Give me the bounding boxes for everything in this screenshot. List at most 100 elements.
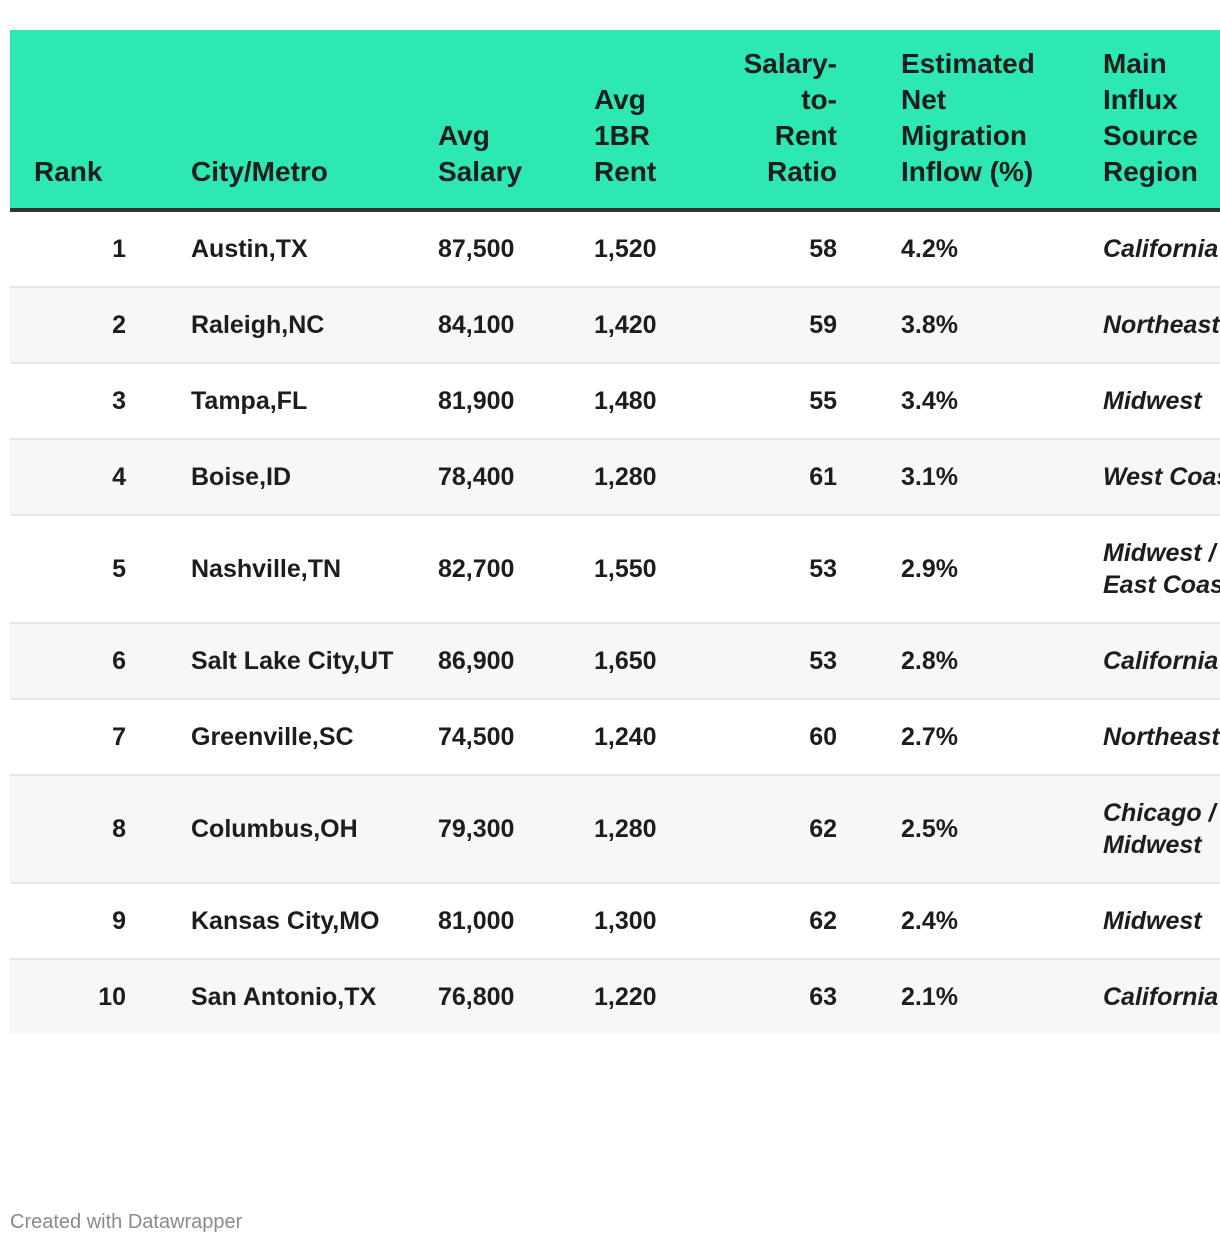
table-header: Rank City/Metro Avg Salary Avg 1BR Rent … bbox=[10, 30, 1220, 210]
cell-migration: 2.5% bbox=[901, 815, 958, 843]
cell-source: Northeast bbox=[1103, 311, 1220, 339]
cell-ratio: 53 bbox=[809, 555, 837, 583]
cell-spacer bbox=[837, 363, 901, 439]
cell-city: Greenville,SC bbox=[191, 723, 354, 751]
table-row: 2 Raleigh,NC 84,100 1,420 59 3.8% Northeast bbox=[10, 287, 1220, 363]
cell-rent: 1,520 bbox=[594, 235, 657, 263]
table-row: 5 Nashville,TN 82,700 1,550 53 2.9% Midwest / … bbox=[10, 515, 1220, 623]
cell-migration: 2.1% bbox=[901, 983, 958, 1011]
footer-credit[interactable]: Created with Datawrapper bbox=[10, 1211, 243, 1233]
header-salary[interactable]: Avg Salary bbox=[438, 30, 594, 210]
cell-spacer bbox=[837, 287, 901, 363]
header-spacer bbox=[837, 30, 901, 210]
cell-ratio: 60 bbox=[809, 723, 837, 751]
header-city[interactable]: City/Metro bbox=[191, 30, 438, 210]
cell-source: California bbox=[1103, 647, 1219, 675]
header-salary-line: Salary bbox=[438, 156, 523, 187]
cell-city: San Antonio,TX bbox=[191, 983, 377, 1011]
header-source[interactable]: Main Influx Source Region bbox=[1103, 30, 1220, 210]
cell-salary: 81,900 bbox=[438, 387, 515, 415]
header-migration-line: Net bbox=[901, 84, 947, 115]
cell-ratio: 53 bbox=[809, 647, 837, 675]
cell-city: Austin,TX bbox=[191, 235, 308, 263]
cell-spacer bbox=[837, 959, 901, 1034]
header-rent-line: Rent bbox=[594, 156, 657, 187]
cell-salary: 82,700 bbox=[438, 555, 515, 583]
header-source-line: Region bbox=[1103, 156, 1198, 187]
cell-ratio: 58 bbox=[809, 235, 837, 263]
cell-rank-value: 2 bbox=[112, 311, 126, 339]
cell-migration: 2.8% bbox=[901, 647, 958, 675]
cell-source: California bbox=[1103, 235, 1219, 263]
cell-migration: 3.8% bbox=[901, 311, 958, 339]
header-rent-line: Avg bbox=[594, 84, 646, 115]
cell-rank-value: 6 bbox=[112, 647, 126, 675]
cell-spacer bbox=[837, 515, 901, 623]
cell-rank: 10 bbox=[10, 959, 191, 1034]
cell-spacer bbox=[837, 210, 901, 287]
cell-city: Salt Lake City,UT bbox=[191, 647, 394, 675]
cell-source: Northeast bbox=[1103, 723, 1220, 751]
cell-salary: 86,900 bbox=[438, 647, 515, 675]
header-rent[interactable]: Avg 1BR Rent bbox=[594, 30, 707, 210]
cell-rent: 1,550 bbox=[594, 555, 657, 583]
header-source-line: Main bbox=[1103, 48, 1167, 79]
cell-salary: 74,500 bbox=[438, 723, 515, 751]
table-row: 6 Salt Lake City,UT 86,900 1,650 53 2.8% Calif… bbox=[10, 623, 1220, 699]
header-row: Rank City/Metro Avg Salary Avg 1BR Rent … bbox=[10, 30, 1220, 210]
cell-rank: 3 bbox=[10, 363, 191, 439]
cell-ratio: 61 bbox=[809, 463, 837, 491]
cell-rank: 1 bbox=[10, 210, 191, 287]
cell-rank: 9 bbox=[10, 883, 191, 959]
cell-rank-value: 7 bbox=[112, 723, 126, 751]
cell-rank-value: 10 bbox=[98, 983, 126, 1011]
header-rank[interactable]: Rank bbox=[10, 30, 191, 210]
table-row: 8 Columbus,OH 79,300 1,280 62 2.5% Chicago / M… bbox=[10, 775, 1220, 883]
cell-spacer bbox=[837, 699, 901, 775]
table-body: 1 Austin,TX 87,500 1,520 58 4.2% California 2 Ra… bbox=[10, 210, 1220, 1034]
cell-salary: 79,300 bbox=[438, 815, 515, 843]
header-source-line: Influx bbox=[1103, 84, 1178, 115]
cell-rank-value: 5 bbox=[112, 555, 126, 583]
cell-rank-value: 8 bbox=[112, 815, 126, 843]
cell-rank-value: 1 bbox=[112, 235, 126, 263]
cell-rank: 8 bbox=[10, 775, 191, 883]
cell-ratio: 62 bbox=[809, 815, 837, 843]
cell-source: Midwest bbox=[1103, 387, 1202, 415]
cell-city: Tampa,FL bbox=[191, 387, 308, 415]
header-migration[interactable]: Estimated Net Migration Inflow (%) bbox=[901, 30, 1103, 210]
cell-migration: 2.9% bbox=[901, 555, 958, 583]
cell-rank-value: 9 bbox=[112, 907, 126, 935]
cell-rank: 5 bbox=[10, 515, 191, 623]
header-ratio-line: Ratio bbox=[767, 156, 837, 187]
cell-salary: 76,800 bbox=[438, 983, 515, 1011]
cell-salary: 81,000 bbox=[438, 907, 515, 935]
header-migration-line: Inflow (%) bbox=[901, 156, 1034, 187]
header-salary-line: Avg bbox=[438, 120, 490, 151]
cell-rank: 6 bbox=[10, 623, 191, 699]
cell-migration: 2.4% bbox=[901, 907, 958, 935]
table-container: Rank City/Metro Avg Salary Avg 1BR Rent … bbox=[10, 30, 1220, 1034]
table-row: 4 Boise,ID 78,400 1,280 61 3.1% West Coast bbox=[10, 439, 1220, 515]
cell-city: Nashville,TN bbox=[191, 555, 342, 583]
cell-city: Raleigh,NC bbox=[191, 311, 325, 339]
cell-salary: 78,400 bbox=[438, 463, 515, 491]
header-ratio[interactable]: Salary- to- Rent Ratio bbox=[707, 30, 837, 210]
cell-source: West Coast bbox=[1103, 463, 1220, 491]
header-migration-line: Migration bbox=[901, 120, 1027, 151]
cell-ratio: 62 bbox=[809, 907, 837, 935]
cell-spacer bbox=[837, 775, 901, 883]
cell-migration: 3.1% bbox=[901, 463, 958, 491]
cell-source: Midwest bbox=[1103, 907, 1202, 935]
cell-ratio: 55 bbox=[809, 387, 837, 415]
cell-city: Kansas City,MO bbox=[191, 907, 380, 935]
table-row: 9 Kansas City,MO 81,000 1,300 62 2.4% Midwest bbox=[10, 883, 1220, 959]
cell-spacer bbox=[837, 439, 901, 515]
cell-migration: 4.2% bbox=[901, 235, 958, 263]
cell-rent: 1,280 bbox=[594, 815, 657, 843]
header-migration-line: Estimated bbox=[901, 48, 1035, 79]
table-row: 7 Greenville,SC 74,500 1,240 60 2.7% Northeast bbox=[10, 699, 1220, 775]
header-ratio-line: Rent bbox=[774, 120, 837, 151]
header-ratio-line: Salary- bbox=[743, 48, 837, 79]
cell-source: Chicago / Midwest bbox=[1103, 799, 1216, 859]
